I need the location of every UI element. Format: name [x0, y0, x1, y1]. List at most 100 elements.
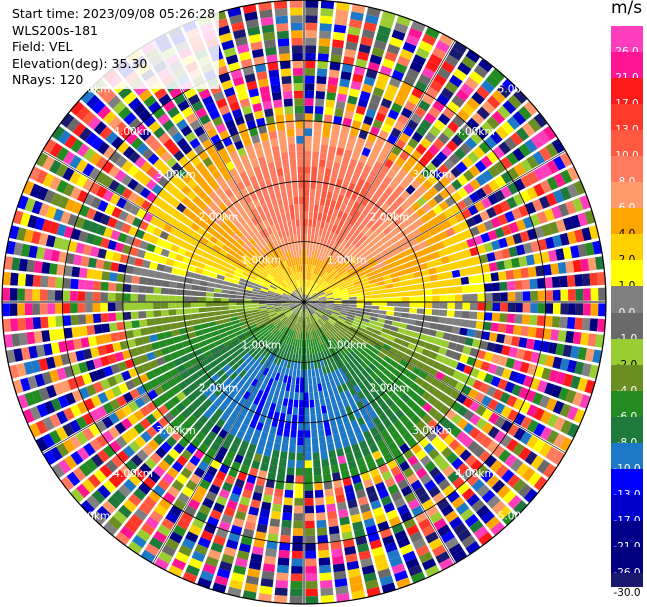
range-gate — [230, 184, 240, 194]
range-gate — [176, 118, 188, 131]
range-gate — [184, 320, 194, 327]
range-gate — [346, 331, 355, 338]
range-gate — [402, 261, 412, 269]
range-gate — [215, 355, 225, 364]
range-gate — [288, 368, 293, 377]
range-gate — [406, 437, 418, 449]
range-gate — [17, 195, 29, 210]
range-gate — [532, 439, 546, 453]
range-gate — [299, 339, 302, 348]
range-gate — [347, 288, 356, 293]
range-gate — [315, 251, 321, 259]
range-gate — [469, 311, 478, 320]
range-gate — [33, 330, 43, 344]
range-gate — [222, 112, 233, 123]
range-gate — [78, 462, 92, 477]
range-gate — [471, 479, 485, 492]
range-gate — [541, 367, 552, 381]
range-gate — [255, 173, 264, 182]
range-gate — [128, 473, 142, 487]
range-gate — [219, 382, 228, 392]
range-gate — [511, 384, 523, 397]
range-gate — [344, 320, 353, 326]
range-gate — [428, 407, 439, 418]
range-gate — [416, 185, 427, 196]
range-gate — [299, 400, 304, 408]
range-gate — [365, 108, 377, 119]
range-gate — [200, 275, 210, 282]
range-gate — [218, 269, 227, 276]
range-gate — [127, 427, 140, 439]
range-gate — [418, 370, 428, 380]
range-gate — [225, 161, 235, 171]
range-gate — [131, 237, 142, 248]
range-gate — [533, 113, 548, 128]
range-gate — [281, 296, 290, 299]
range-gate — [294, 289, 300, 297]
range-gate — [323, 324, 330, 332]
range-gate — [256, 355, 264, 363]
range-gate — [353, 318, 362, 324]
range-gate — [264, 178, 273, 187]
range-gate — [138, 285, 147, 293]
range-gate — [331, 402, 339, 412]
range-gate — [197, 537, 211, 549]
range-gate — [455, 502, 470, 515]
range-gate — [332, 271, 340, 279]
range-gate — [414, 106, 427, 118]
range-gate — [342, 196, 350, 206]
range-gate — [487, 165, 500, 178]
range-gate — [326, 299, 335, 301]
range-gate — [467, 151, 480, 164]
range-gate — [469, 284, 478, 293]
range-gate — [421, 558, 437, 571]
range-gate — [125, 379, 136, 391]
range-gate — [534, 365, 545, 378]
range-gate — [315, 353, 320, 361]
range-gate — [247, 335, 255, 342]
range-gate — [399, 414, 410, 425]
range-gate — [298, 297, 304, 302]
range-gate — [296, 280, 300, 288]
range-gate — [441, 446, 453, 459]
range-gate — [337, 351, 344, 359]
range-gate — [428, 485, 441, 498]
range-gate — [298, 347, 302, 355]
range-gate — [228, 390, 237, 400]
range-gate — [371, 305, 380, 310]
range-gate — [326, 503, 337, 513]
range-gate — [435, 551, 450, 564]
azimuth-spoke — [152, 40, 456, 564]
range-gate — [332, 288, 340, 293]
range-gate — [499, 281, 508, 291]
range-gate — [169, 418, 181, 430]
range-gate — [447, 341, 457, 351]
range-gate — [304, 299, 312, 302]
range-gate — [331, 285, 339, 290]
range-gate — [2, 271, 11, 286]
range-gate — [533, 167, 546, 181]
range-gate — [175, 308, 184, 315]
range-gate — [322, 253, 328, 262]
range-gate — [330, 249, 337, 258]
range-gate — [264, 486, 274, 496]
range-gate — [262, 563, 276, 573]
range-gate — [326, 331, 333, 339]
range-gate — [325, 294, 334, 298]
range-gate — [76, 106, 90, 121]
range-gate — [307, 331, 310, 340]
range-gate — [197, 201, 208, 211]
range-gate — [492, 146, 505, 160]
range-gate — [512, 147, 525, 162]
range-gate — [269, 386, 276, 396]
range-gate — [228, 204, 237, 214]
range-gate — [168, 281, 178, 288]
range-gate — [138, 502, 153, 515]
range-gate — [394, 62, 408, 74]
range-gate — [304, 234, 308, 242]
range-gate — [320, 270, 326, 278]
range-gate — [87, 336, 97, 347]
range-gate — [189, 238, 200, 247]
range-gate — [347, 412, 356, 422]
range-gate — [428, 351, 438, 360]
